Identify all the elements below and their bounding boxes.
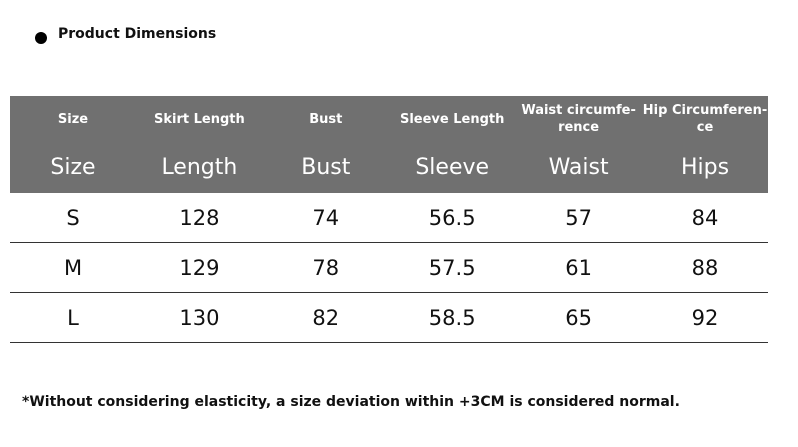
table-cell: 129 <box>179 256 220 280</box>
header-short: Waist <box>548 155 609 180</box>
section-title: Product Dimensions <box>58 26 217 42</box>
table-cell: 74 <box>312 206 340 230</box>
table-cell: 61 <box>565 256 592 280</box>
table-cell: 78 <box>312 256 340 280</box>
bullet <box>35 32 47 44</box>
row-divider <box>10 242 768 243</box>
table-cell: L <box>67 306 79 330</box>
header-short: Size <box>50 155 96 180</box>
table-cell: M <box>63 256 83 280</box>
table-cell: 65 <box>565 306 592 330</box>
table-cell: 58.5 <box>428 306 476 330</box>
table-cell: 88 <box>691 256 719 280</box>
header-short: Hips <box>680 155 730 180</box>
header-label: Bust <box>309 111 343 127</box>
header-label: Size <box>57 111 89 127</box>
table-cell: 84 <box>691 206 719 230</box>
row-divider <box>10 292 768 293</box>
header-short: Sleeve <box>415 155 490 180</box>
header-label: Sleeve Length <box>399 111 505 127</box>
table-cell: 56.5 <box>428 206 476 230</box>
header-short: Length <box>161 155 238 180</box>
row-divider <box>10 342 768 343</box>
table-cell: 92 <box>691 306 719 330</box>
table-cell: 130 <box>179 306 220 330</box>
header-label: Hip Circumferen- ce <box>642 103 768 135</box>
footnote: *Without considering elasticity, a size … <box>22 394 680 410</box>
table-cell: 57 <box>565 206 592 230</box>
table-cell: 128 <box>179 206 220 230</box>
table-cell: S <box>66 206 80 230</box>
header-band <box>10 96 768 193</box>
header-label: Waist circumfe- rence <box>521 103 636 135</box>
table-cell: 57.5 <box>428 256 476 280</box>
table-cell: 82 <box>312 306 340 330</box>
header-short: Bust <box>301 155 351 180</box>
header-label: Skirt Length <box>154 111 245 127</box>
